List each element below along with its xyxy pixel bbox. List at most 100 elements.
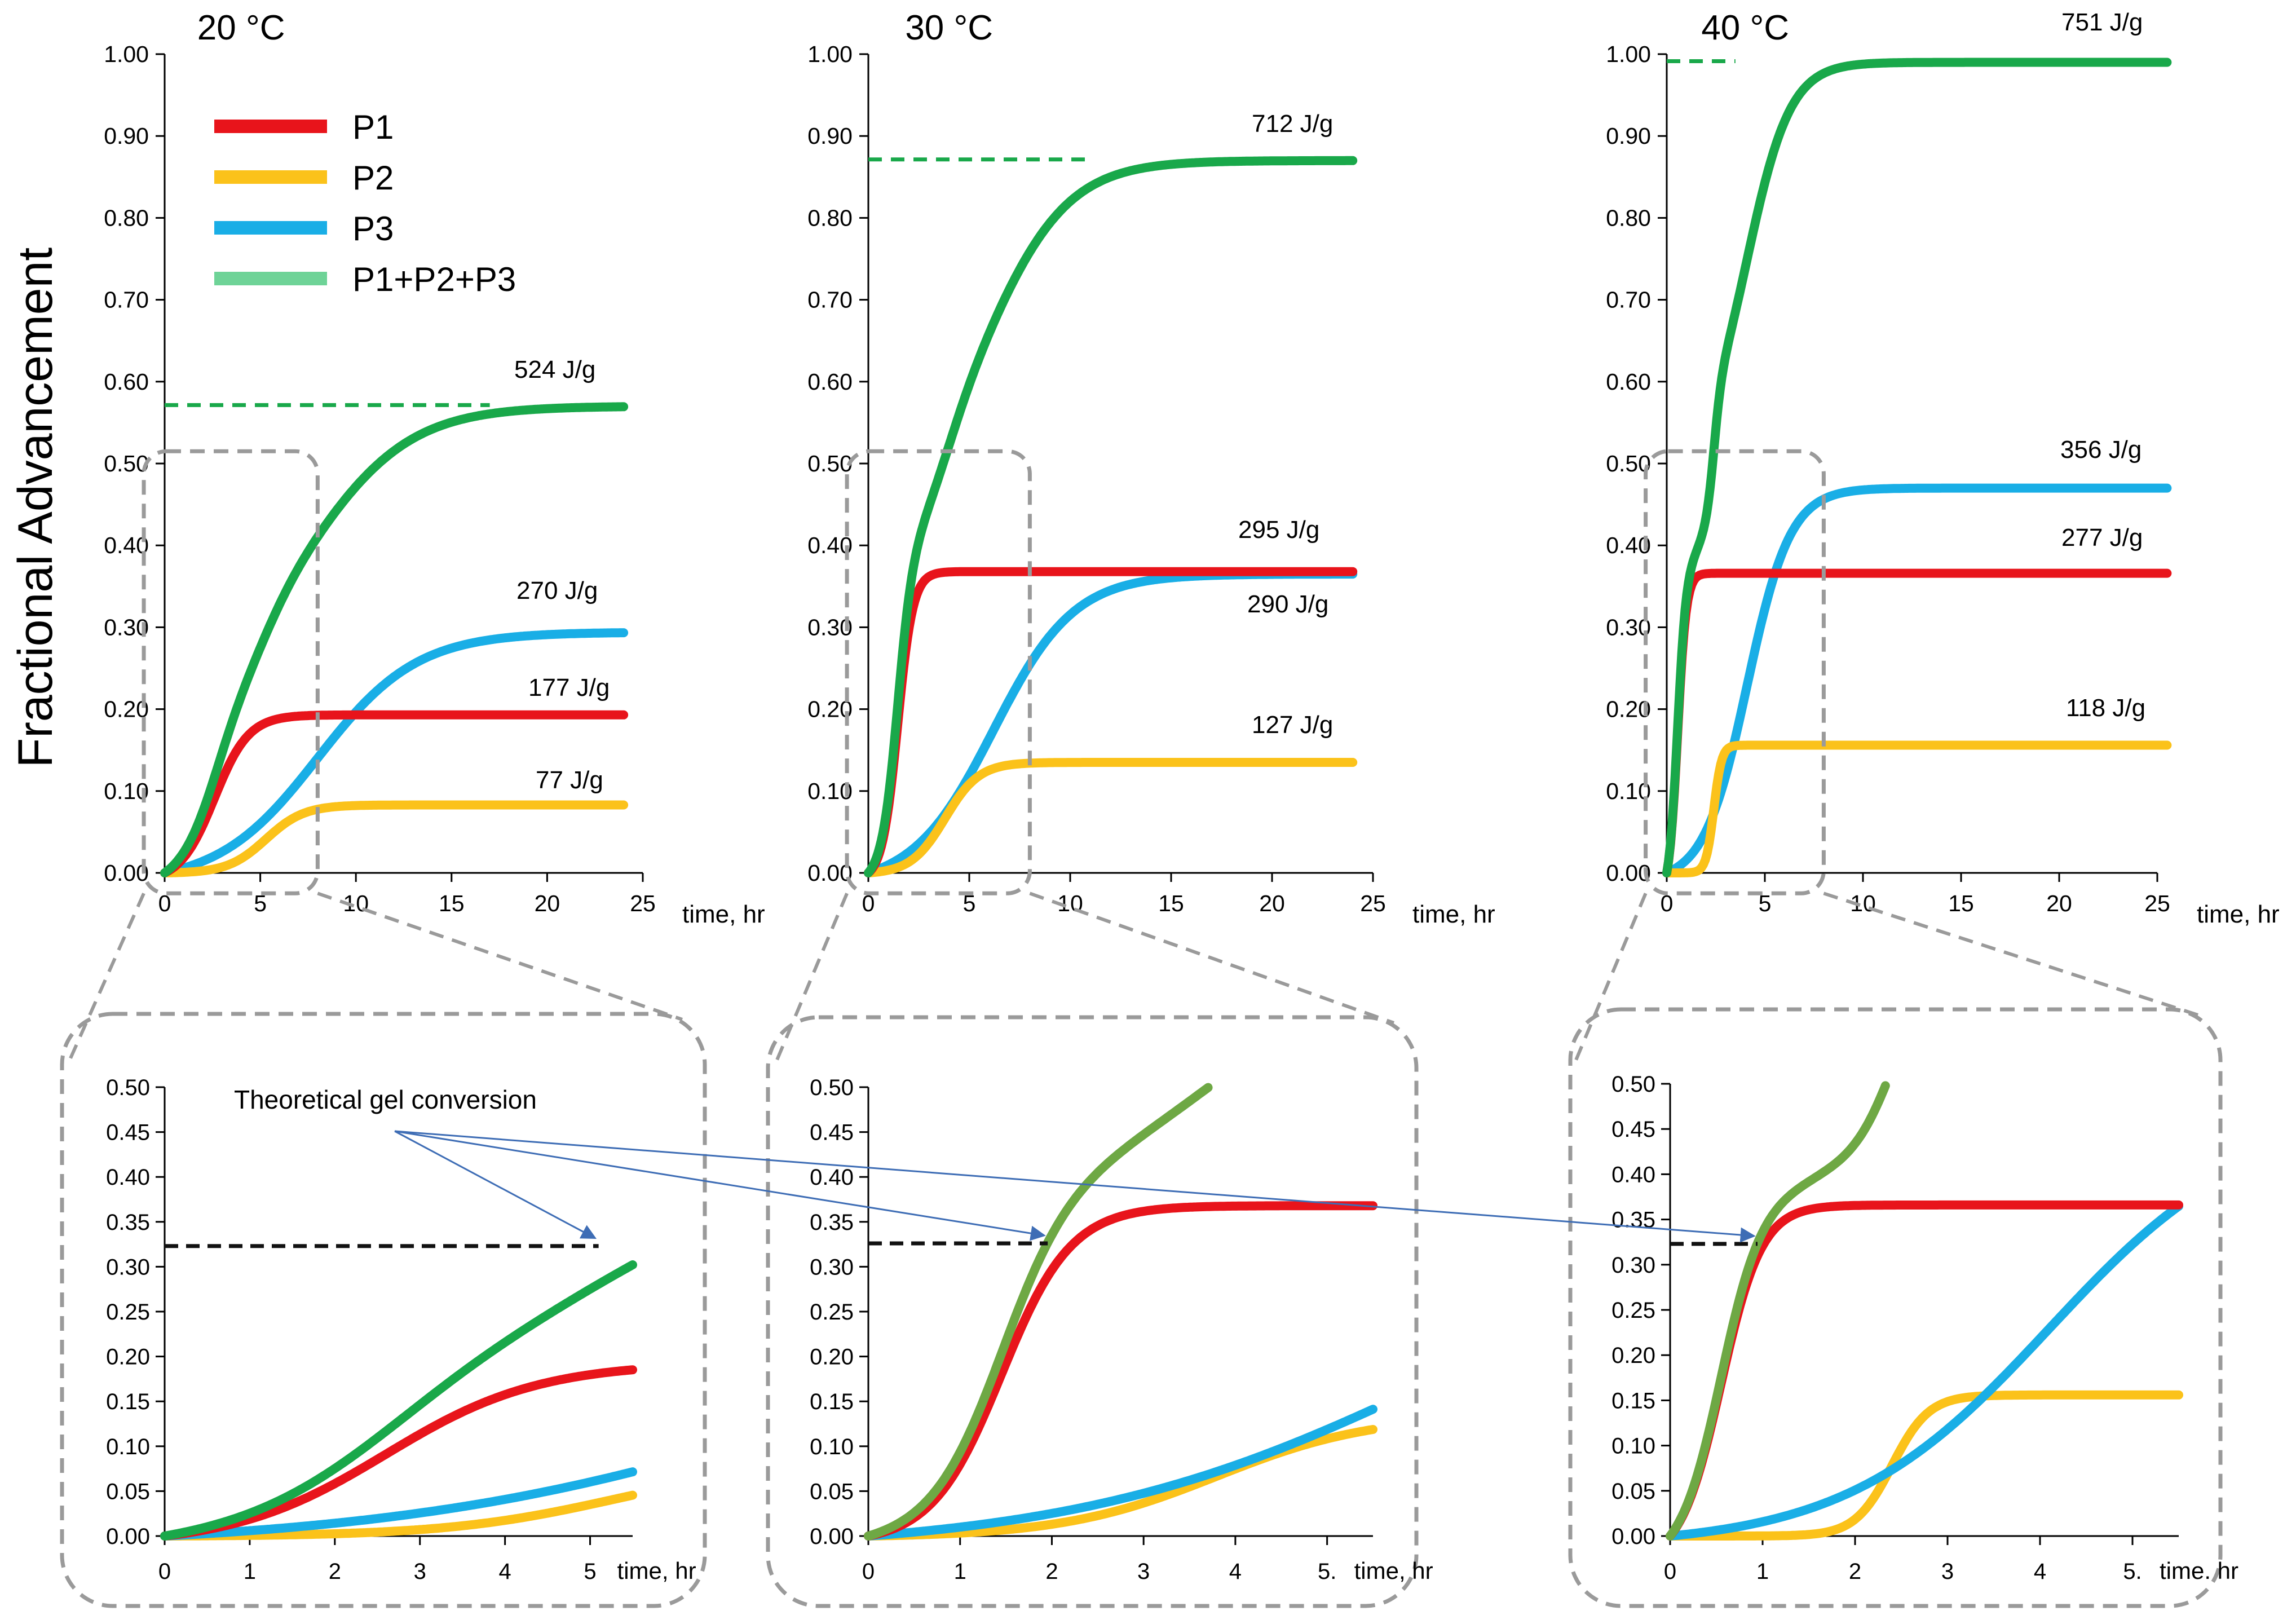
series-p3 [864,1405,1377,1541]
zoom-box [766,1015,1419,1608]
y-tick-label: 0.00 [1606,860,1651,886]
energy-label-p1-p2-p3: 751 J/g [2061,8,2143,36]
x-tick-label: 0 [862,890,875,916]
y-tick-label: 0.90 [104,123,149,149]
series-p3 [160,1467,637,1541]
y-tick-label: 0.50 [1606,451,1651,476]
zoom-frame [845,449,1032,895]
y-tick-label: 0.05 [810,1479,854,1504]
y-tick-label: 0.50 [1611,1072,1655,1097]
x-tick-label: 0 [1661,890,1674,916]
x-tick-label: 2 [1849,1559,1861,1584]
y-tick-label: 0.30 [104,614,149,640]
y-tick-label: 0.60 [1606,369,1651,395]
y-tick-label: 0.50 [807,451,853,476]
zoom-connector [1029,892,1395,1025]
y-tick-label: 0.10 [810,1435,854,1459]
zoom-frame [1644,449,1826,895]
x-tick-label: 1 [954,1559,966,1584]
panel-20c: 20 °C 0.00 0.10 0.20 0.30 0.40 0.50 0.60 0.70 0.8… [104,8,765,928]
x-tick-label: 5 [254,890,267,916]
zoom-connector [317,892,683,1021]
y-tick-label: 0.50 [810,1075,854,1100]
y-tick-label: 0.25 [106,1300,150,1325]
y-tick-label: 0.40 [1606,532,1651,558]
y-tick-label: 0.05 [106,1479,150,1504]
y-tick-label: 0.00 [104,860,149,886]
y-tick-label: 0.30 [810,1255,854,1279]
y-tick-label: 0.20 [1606,696,1651,722]
y-tick-label: 0.35 [106,1210,150,1235]
y-tick-label: 0.00 [106,1524,150,1549]
x-tick-label: 2 [329,1559,341,1584]
x-tick-label: 0 [1664,1559,1676,1584]
y-tick-label: 0.50 [106,1075,150,1100]
energy-label-p2: 127 J/g [1252,711,1333,739]
x-tick-label: 0 [158,1559,171,1584]
x-axis-label: time. hr [2160,1557,2238,1584]
y-tick-label: 0.20 [1611,1343,1655,1368]
y-tick-label: 0.20 [810,1345,854,1370]
x-tick-label: 25 [630,890,656,916]
x-tick-label: 0 [862,1559,875,1584]
x-axis-label: time, hr [1412,901,1495,928]
y-tick-label: 0.15 [810,1389,854,1414]
y-tick-label: 0.00 [1611,1524,1655,1549]
x-tick-label: 15 [1948,890,1974,916]
y-tick-label: 0.10 [1611,1434,1655,1459]
energy-label-p3: 270 J/g [516,577,598,604]
energy-label-p2: 77 J/g [536,766,603,794]
y-tick-label: 0.35 [810,1210,854,1235]
y-tick-label: 0.80 [104,205,149,231]
y-tick-label: 0.45 [1611,1117,1655,1142]
energy-label-p1: 295 J/g [1238,516,1319,544]
y-tick-label: 0.05 [1611,1479,1655,1504]
series-p2 [864,758,1358,877]
series-p2 [1662,740,2172,877]
panel-title: 30 °C [905,8,993,47]
series-p1 [864,567,1358,877]
series-p1 [1666,1200,2183,1541]
x-tick-label: 5 [584,1559,596,1584]
x-tick-label: 4 [499,1559,511,1584]
y-tick-label: 1.00 [104,41,149,67]
y-tick-label: 0.20 [106,1345,150,1370]
y-tick-label: 0.50 [104,451,149,476]
x-tick-label: 15 [439,890,465,916]
annotation-text: Theoretical gel conversion [234,1085,537,1114]
energy-label-p3: 356 J/g [2060,436,2142,464]
y-tick-label: 0.45 [810,1120,854,1145]
energy-label-p1-p2-p3: 524 J/g [514,356,595,383]
y-tick-label: 1.00 [1606,41,1651,67]
y-tick-label: 0.40 [104,532,149,558]
y-tick-label: 0.30 [1611,1253,1655,1278]
zoom-panel-30c: 0.00 0.05 0.10 0.15 0.20 0.25 0.30 0.35 0.40 0.45… [766,892,1433,1608]
x-tick-label: 3 [1941,1559,1954,1584]
annotation-arrow [394,1130,1756,1243]
y-tick-label: 0.45 [106,1120,150,1145]
series-p1 [160,1365,637,1541]
annotation-arrow [394,1130,1046,1241]
x-tick-label: 5. [2123,1559,2142,1584]
y-tick-label: 0.90 [807,123,853,149]
series-total [1666,1081,1890,1541]
legend: P1 P2 P3 P1+P2+P3 [214,108,516,298]
y-tick-label: 0.25 [1611,1298,1655,1323]
x-tick-label: 15 [1158,890,1184,916]
x-tick-label: 1 [1756,1559,1769,1584]
x-tick-label: 20 [2046,890,2072,916]
series-total [160,402,629,877]
x-tick-label: 2 [1045,1559,1058,1584]
zoom-panel-20c: 0.00 0.05 0.10 0.15 0.20 0.25 0.30 0.35 0.40 0.45… [60,892,707,1608]
series-p1 [864,1201,1377,1541]
y-tick-label: 0.25 [810,1300,854,1325]
panel-40c: 40 °C 0.00 0.10 0.20 0.30 0.40 0.50 0.60 0.70 0.8… [1606,8,2280,928]
zoom-box [1568,1007,2223,1608]
x-tick-label: 4 [2034,1559,2046,1584]
energy-label-p1: 277 J/g [2061,524,2143,551]
panel-title: 20 °C [197,8,285,47]
series-p2 [1666,1390,2183,1541]
series-p3 [1662,483,2172,877]
y-tick-label: 0.70 [104,287,149,313]
x-tick-label: 5 [963,890,976,916]
